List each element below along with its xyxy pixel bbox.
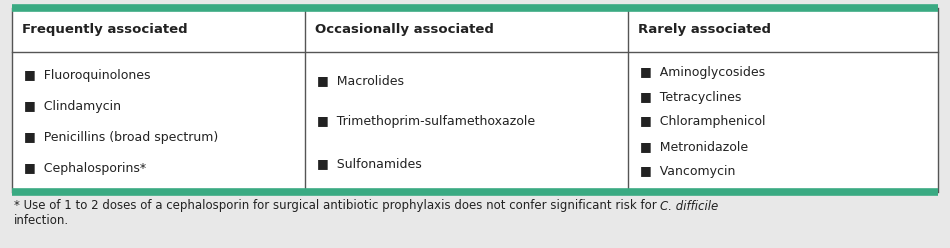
Text: ■  Fluoroquinolones: ■ Fluoroquinolones: [24, 69, 150, 82]
Text: C. difficile: C. difficile: [660, 199, 719, 213]
Text: ■  Trimethoprim-sulfamethoxazole: ■ Trimethoprim-sulfamethoxazole: [317, 116, 535, 128]
Text: ■  Sulfonamides: ■ Sulfonamides: [317, 157, 422, 170]
Text: ■  Metronidazole: ■ Metronidazole: [640, 140, 749, 153]
Text: Occasionally associated: Occasionally associated: [315, 24, 494, 36]
Text: ■  Chloramphenicol: ■ Chloramphenicol: [640, 116, 766, 128]
Text: ■  Penicillins (broad spectrum): ■ Penicillins (broad spectrum): [24, 131, 219, 144]
Text: ■  Macrolides: ■ Macrolides: [317, 74, 404, 87]
Text: Rarely associated: Rarely associated: [638, 24, 771, 36]
Text: infection.: infection.: [14, 214, 69, 226]
Text: ■  Aminoglycosides: ■ Aminoglycosides: [640, 66, 765, 79]
Text: Frequently associated: Frequently associated: [22, 24, 188, 36]
Text: ■  Clindamycin: ■ Clindamycin: [24, 100, 121, 113]
Text: ■  Vancomycin: ■ Vancomycin: [640, 165, 735, 178]
Text: ■  Tetracyclines: ■ Tetracyclines: [640, 91, 741, 104]
Text: ■  Cephalosporins*: ■ Cephalosporins*: [24, 162, 146, 175]
Bar: [12, 8, 938, 192]
Text: * Use of 1 to 2 doses of a cephalosporin for surgical antibiotic prophylaxis doe: * Use of 1 to 2 doses of a cephalosporin…: [14, 199, 660, 213]
